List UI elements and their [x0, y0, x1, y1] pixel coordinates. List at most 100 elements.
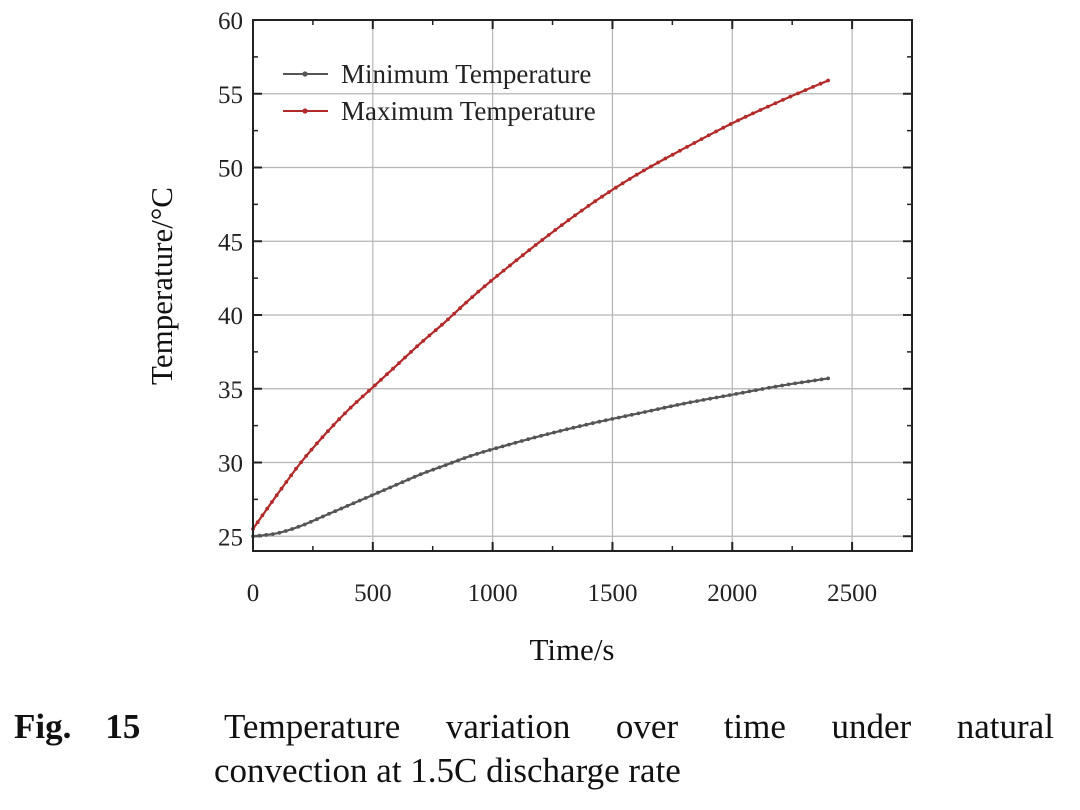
data-point [747, 389, 752, 394]
y-axis-title: Temperature/°C [144, 187, 179, 385]
data-point [758, 108, 763, 112]
data-point [481, 450, 486, 454]
data-point [740, 390, 745, 395]
data-point [421, 339, 426, 343]
data-point [482, 284, 487, 289]
data-point [475, 452, 479, 456]
data-point [590, 421, 595, 426]
data-point [728, 122, 733, 126]
data-point [806, 379, 811, 384]
data-point [773, 101, 778, 106]
data-point [433, 328, 438, 333]
data-point [743, 115, 748, 119]
data-point [456, 458, 461, 463]
data-point [736, 118, 740, 123]
data-point [579, 208, 584, 213]
data-point [539, 433, 543, 438]
data-point [379, 377, 383, 382]
y-tick-label: 30 [218, 451, 243, 478]
y-tick-label: 45 [218, 229, 243, 256]
data-point [826, 376, 830, 381]
y-tick-label: 50 [218, 156, 243, 183]
data-point [573, 213, 577, 218]
x-tick-label: 2500 [827, 580, 877, 607]
data-point [670, 152, 675, 157]
data-point [751, 111, 755, 116]
caption-fig-word: Fig. [14, 707, 72, 746]
data-point [391, 366, 395, 371]
data-point [373, 383, 377, 388]
data-point [468, 454, 473, 458]
legend: Minimum Temperature Maximum Temperature [283, 59, 596, 126]
data-point [641, 168, 646, 173]
data-point [629, 412, 634, 417]
data-point [500, 444, 505, 449]
data-point [533, 243, 538, 247]
data-point [586, 204, 591, 208]
data-point [369, 493, 374, 498]
data-point [343, 411, 347, 416]
data-point [649, 164, 653, 169]
data-point [260, 513, 265, 518]
data-point [571, 425, 576, 430]
data-point [780, 383, 784, 388]
line-chart: 25 30 35 40 45 50 55 60 0 500 1000 1500 2000 2500 Mi… [144, 8, 913, 667]
data-point [296, 524, 301, 529]
data-point [409, 350, 413, 354]
data-point [308, 520, 313, 524]
data-point [321, 514, 325, 519]
data-point [603, 418, 608, 423]
data-point [470, 295, 475, 299]
data-point [487, 448, 492, 452]
data-point [333, 509, 338, 514]
data-point [552, 430, 556, 435]
data-point [501, 268, 506, 273]
data-point [265, 506, 270, 511]
legend-marker-min [302, 71, 308, 77]
data-point [799, 380, 804, 385]
data-point [274, 493, 279, 498]
data-point [507, 442, 511, 447]
grid-lines [253, 19, 912, 551]
data-point [607, 190, 611, 195]
data-point [627, 177, 632, 181]
data-point [431, 467, 436, 472]
data-point [366, 389, 371, 393]
legend-label-max: Maximum Temperature [341, 96, 596, 126]
data-point [584, 422, 589, 427]
data-point [593, 199, 598, 204]
data-point [351, 501, 356, 506]
data-point [415, 344, 419, 349]
data-point [279, 486, 284, 491]
caption-line-1: Fig. 15 Temperature variation over time … [14, 705, 1054, 749]
y-axis: 25 30 35 40 45 50 55 60 [218, 8, 912, 551]
data-point [406, 477, 411, 482]
data-point [514, 258, 519, 263]
data-point [695, 399, 699, 403]
data-point [540, 238, 545, 242]
data-point [663, 156, 668, 161]
data-point [682, 401, 686, 406]
data-point [558, 429, 563, 433]
data-point [610, 417, 615, 421]
data-point [476, 289, 481, 294]
caption-word: over [615, 707, 679, 746]
data-point [284, 480, 289, 484]
data-point [699, 137, 704, 142]
data-point [315, 441, 319, 446]
data-point [577, 424, 582, 429]
data-point [597, 419, 602, 424]
data-point [623, 414, 628, 419]
data-point [264, 533, 269, 537]
series-line-minimum [252, 377, 829, 538]
data-point [376, 490, 380, 495]
data-point [443, 463, 448, 467]
caption-text-words: Temperature variation over time under na… [224, 705, 1054, 749]
data-point [437, 465, 442, 470]
data-point [427, 333, 432, 338]
caption-line-2: convection at 1.5C discharge rate [214, 751, 681, 790]
data-point [706, 133, 711, 138]
data-point [320, 435, 325, 440]
data-point [348, 405, 353, 410]
data-point [634, 172, 639, 177]
